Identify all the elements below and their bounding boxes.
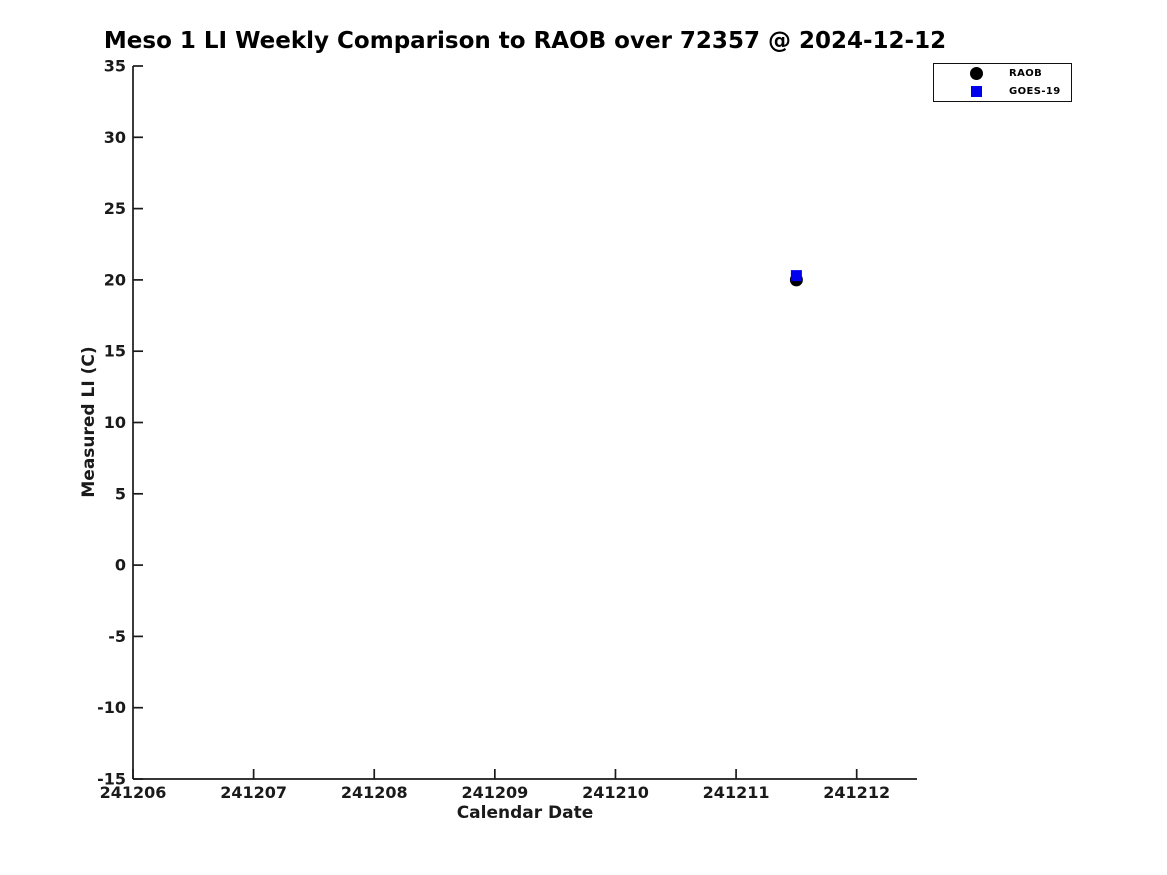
x-tick-label: 241208 — [341, 783, 408, 802]
raob-marker-cell — [969, 67, 983, 81]
raob-circle-marker-icon — [969, 67, 983, 80]
y-tick-label: -5 — [108, 627, 126, 646]
legend-label-raob: RAOB — [1009, 68, 1043, 79]
legend: RAOB GOES-19 — [933, 63, 1072, 102]
y-tick-label: 25 — [104, 199, 126, 218]
y-tick-label: 30 — [104, 128, 126, 147]
y-tick-label: -10 — [97, 698, 126, 717]
x-tick-label: 241212 — [823, 783, 890, 802]
y-tick-label: 0 — [115, 556, 126, 575]
legend-item-raob: RAOB — [934, 65, 1071, 82]
y-tick-label: 5 — [115, 484, 126, 503]
y-tick-label: 35 — [104, 57, 126, 76]
y-axis-label: Measured LI (C) — [79, 346, 99, 498]
y-tick-label: 15 — [104, 342, 126, 361]
x-tick-label: 241206 — [100, 783, 167, 802]
goes-19-point — [790, 270, 802, 282]
x-axis-label: Calendar Date — [456, 803, 594, 823]
goes-19-marker-cell — [969, 85, 983, 99]
y-tick-label: 10 — [104, 413, 126, 432]
goes-19-square-marker-icon — [970, 86, 982, 97]
y-tick-label: 20 — [104, 270, 126, 289]
x-tick-label: 241210 — [582, 783, 649, 802]
x-tick-label: 241211 — [703, 783, 770, 802]
x-tick-label: 241209 — [461, 783, 528, 802]
legend-label-goes-19: GOES-19 — [1009, 86, 1061, 97]
y-tick-label: -15 — [97, 770, 126, 789]
chart-title: Meso 1 LI Weekly Comparison to RAOB over… — [103, 28, 947, 54]
legend-item-goes-19: GOES-19 — [934, 83, 1071, 100]
x-tick-label: 241207 — [220, 783, 287, 802]
